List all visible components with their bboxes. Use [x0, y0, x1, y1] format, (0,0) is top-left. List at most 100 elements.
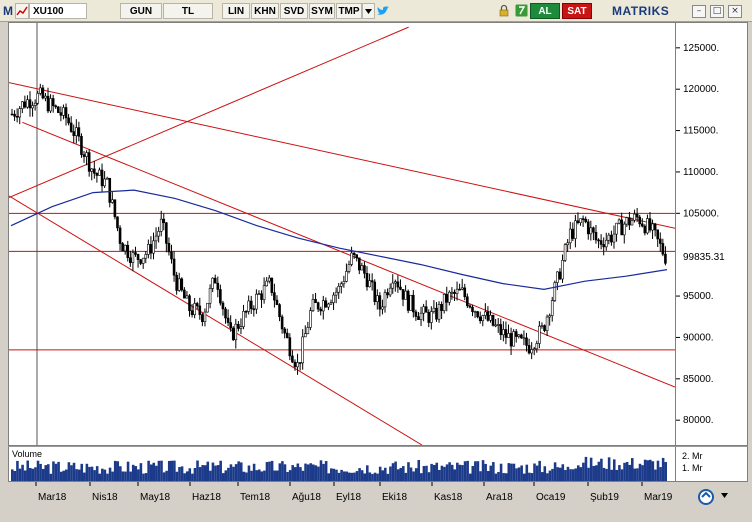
volume-bar: [543, 466, 547, 481]
volume-bar: [162, 472, 166, 481]
candle-body: [301, 336, 304, 364]
svd-button[interactable]: SVD: [280, 3, 308, 19]
volume-bar: [438, 469, 441, 481]
candle-body: [278, 304, 281, 318]
candle-body: [126, 244, 130, 259]
volume-bar: [180, 466, 184, 481]
sym-button[interactable]: SYM: [309, 3, 335, 19]
volume-bar: [564, 470, 567, 481]
candle-body: [607, 234, 611, 241]
close-icon[interactable]: ×: [728, 5, 742, 18]
candle-body: [319, 308, 323, 312]
volume-bar: [80, 463, 84, 481]
volume-bar: [301, 470, 305, 481]
price-tick-label: 110000.: [683, 167, 718, 178]
candle-body: [563, 244, 567, 261]
refresh-icon[interactable]: [514, 3, 528, 19]
volume-bar: [378, 466, 382, 481]
minimize-icon[interactable]: –: [692, 5, 706, 18]
candle-body: [378, 295, 382, 310]
volume-bar: [569, 469, 572, 481]
lock-icon[interactable]: [497, 3, 511, 19]
candle-body: [159, 218, 163, 232]
menu-button[interactable]: M: [3, 4, 13, 18]
candle-body: [123, 244, 127, 252]
volume-bar: [309, 463, 312, 481]
volume-bar: [468, 473, 472, 481]
maximize-icon[interactable]: □: [710, 5, 724, 18]
candle-body: [36, 93, 40, 104]
candle-body: [293, 361, 297, 368]
candle-body: [514, 331, 518, 337]
candle-body: [561, 260, 564, 280]
candle-body: [448, 291, 451, 303]
khn-button[interactable]: KHN: [251, 3, 279, 19]
twitter-bird-icon[interactable]: [376, 3, 390, 19]
candle-body: [357, 257, 361, 271]
candle-body: [10, 113, 14, 116]
volume-bar: [492, 462, 495, 481]
candle-body: [41, 87, 45, 99]
period-button[interactable]: GUN: [120, 3, 162, 19]
price-chart[interactable]: [8, 23, 676, 446]
volume-bar: [332, 468, 336, 481]
tmp-button[interactable]: TMP: [336, 3, 362, 19]
candle-body: [144, 254, 148, 259]
candle-body: [219, 289, 222, 304]
volume-bar: [386, 473, 390, 481]
volume-bar: [106, 473, 109, 481]
volume-bar: [101, 468, 104, 481]
candle-body: [604, 239, 608, 248]
chevron-down-icon[interactable]: [720, 491, 729, 503]
volume-bar: [435, 462, 439, 481]
time-axis[interactable]: Mar18 Nis18 May18 Haz18 Tem18 Ağu18 Eyl18 Eki18…: [8, 482, 676, 512]
volume-bar: [247, 465, 251, 481]
volume-bar: [317, 466, 320, 481]
volume-bar: [618, 465, 621, 481]
chevron-down-icon[interactable]: [362, 3, 375, 19]
price-axis[interactable]: 125000.120000.115000.110000.105000.10000…: [675, 22, 748, 446]
sell-button[interactable]: SAT: [562, 3, 592, 19]
candle-body: [244, 311, 248, 313]
candle-body: [75, 127, 78, 136]
volume-bar: [62, 470, 66, 481]
volume-bar: [507, 463, 511, 481]
currency-button[interactable]: TL: [163, 3, 213, 19]
time-axis-labels: Mar18 Nis18 May18 Haz18 Tem18 Ağu18 Eyl18 Eki18…: [35, 482, 673, 503]
volume-bar: [183, 473, 186, 481]
moving-average-line: [10, 189, 668, 291]
volume-chart: [11, 456, 667, 481]
price-tick-label: 115000.: [683, 126, 718, 137]
sync-icon[interactable]: [696, 488, 716, 509]
scale-lin-button[interactable]: LIN: [222, 3, 250, 19]
candle-body: [33, 102, 37, 106]
volume-bar: [193, 468, 197, 481]
volume-bar: [458, 464, 462, 481]
volume-bar: [623, 462, 626, 481]
volume-bar: [126, 461, 130, 481]
volume-bar: [607, 457, 611, 481]
buy-button[interactable]: AL: [530, 3, 560, 19]
volume-bar: [237, 461, 240, 481]
volume-bar: [93, 470, 96, 481]
volume-bar: [242, 471, 246, 481]
candle-body: [195, 303, 199, 307]
volume-bar: [641, 465, 644, 481]
volume-panel[interactable]: Volume: [8, 446, 676, 482]
candle-body: [458, 288, 461, 291]
candle-body: [345, 271, 348, 282]
candle-body: [437, 303, 441, 320]
symbol-field[interactable]: XU100: [29, 3, 87, 19]
volume-bar: [283, 464, 287, 481]
candle-body: [329, 302, 333, 305]
price-chart-panel[interactable]: [8, 22, 676, 446]
volume-bar: [484, 463, 487, 481]
candle-body: [316, 302, 320, 310]
chart-type-icon[interactable]: [15, 3, 29, 19]
volume-bar: [589, 457, 593, 481]
candle-body: [419, 312, 423, 320]
volume-bar: [337, 472, 341, 481]
volume-bar: [628, 464, 631, 481]
candle-body: [260, 293, 263, 300]
volume-bar: [281, 461, 284, 481]
